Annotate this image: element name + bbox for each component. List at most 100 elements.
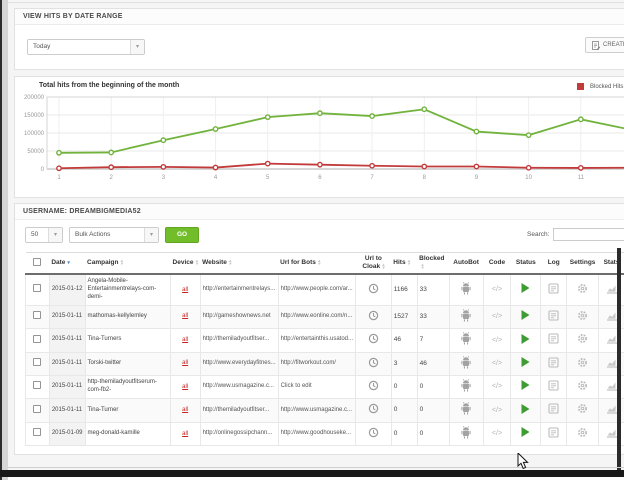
status-play-icon[interactable]: [521, 310, 530, 322]
log-icon[interactable]: [548, 333, 559, 346]
code-icon[interactable]: </>: [491, 336, 503, 344]
url-cell[interactable]: http://themiladyoutfitser...: [199, 398, 279, 423]
campaign-cell: Torski-twitter: [84, 351, 171, 376]
date-cell: 2015-01-11: [48, 398, 86, 423]
settings-icon[interactable]: [577, 427, 588, 440]
clock-icon: [368, 310, 379, 323]
column-header-date[interactable]: Date ▾: [49, 252, 86, 276]
page-size-select[interactable]: 50 ▾: [25, 227, 63, 243]
page-size-value: 50: [31, 231, 39, 238]
select-all-checkbox[interactable]: [33, 257, 42, 266]
row-checkbox[interactable]: [33, 358, 42, 367]
android-icon[interactable]: [460, 355, 472, 371]
blocked-cell: 0: [416, 421, 450, 447]
stats-icon[interactable]: [606, 285, 618, 296]
device-link[interactable]: all: [182, 336, 189, 343]
log-icon[interactable]: [548, 427, 559, 440]
svg-text:50000: 50000: [27, 149, 44, 155]
android-icon[interactable]: [460, 402, 472, 417]
stats-icon[interactable]: [606, 405, 618, 416]
url-cell[interactable]: http://www.usmagazine.c...: [199, 374, 279, 400]
campaigns-panel: USERNAME: DREAMBIGMEDIA52 50 ▾ Bulk Acti…: [14, 203, 624, 455]
status-play-icon[interactable]: [521, 380, 530, 392]
android-icon[interactable]: [460, 332, 472, 347]
stats-icon[interactable]: [606, 335, 618, 346]
row-checkbox[interactable]: [33, 404, 42, 413]
log-icon[interactable]: [548, 403, 559, 416]
url-cell[interactable]: http://www.people.com/ar...: [277, 273, 357, 306]
search-input[interactable]: [553, 228, 624, 241]
log-icon[interactable]: [548, 310, 559, 323]
row-checkbox[interactable]: [33, 334, 42, 343]
log-icon[interactable]: [548, 356, 559, 370]
device-link[interactable]: all: [182, 383, 189, 390]
stats-icon[interactable]: [606, 429, 618, 440]
device-link[interactable]: all: [182, 407, 189, 414]
create-campaign-button[interactable]: CREATE NEW CAMPAIGN: [585, 37, 624, 53]
status-play-icon[interactable]: [521, 283, 530, 295]
row-checkbox[interactable]: [33, 284, 42, 293]
page-bottom-divider: [8, 467, 624, 468]
date-range-select[interactable]: Today ▾: [27, 39, 145, 55]
android-icon[interactable]: [460, 425, 472, 441]
status-play-icon[interactable]: [521, 403, 530, 416]
url-cell[interactable]: http://entertainthis.usatod...: [277, 328, 357, 353]
column-header-website[interactable]: Website ▴ ▾: [200, 252, 279, 276]
status-play-icon[interactable]: [521, 333, 530, 346]
column-header-url-to-cloak[interactable]: Url to Cloak ▴ ▾: [355, 252, 392, 276]
status-play-icon[interactable]: [521, 427, 530, 439]
android-icon[interactable]: [460, 281, 472, 297]
column-header-code: Code: [483, 252, 511, 276]
code-icon[interactable]: </>: [491, 406, 503, 414]
log-icon[interactable]: [548, 380, 559, 393]
column-header-hits[interactable]: Hits ▴ ▾: [391, 252, 418, 276]
sort-icon: ▴ ▾: [228, 258, 232, 267]
sort-icon: ▴ ▾: [382, 262, 385, 271]
android-icon[interactable]: [460, 378, 472, 394]
settings-icon[interactable]: [577, 381, 588, 393]
page: VIEW HITS BY DATE RANGE Today ▾ CREATE N…: [8, 0, 624, 470]
stats-icon[interactable]: [606, 382, 618, 393]
column-header-settings: Settings: [566, 252, 599, 276]
settings-icon[interactable]: [577, 283, 588, 296]
device-link[interactable]: all: [182, 313, 189, 320]
device-link[interactable]: all: [182, 286, 189, 293]
row-checkbox[interactable]: [33, 381, 42, 390]
code-icon[interactable]: </>: [491, 430, 503, 438]
settings-icon[interactable]: [577, 404, 588, 416]
bulk-actions-select[interactable]: Bulk Actions ▾: [69, 227, 159, 243]
url-cell[interactable]: Click to edit: [277, 374, 357, 400]
row-checkbox[interactable]: [33, 428, 42, 437]
android-icon[interactable]: [460, 308, 472, 324]
clock-icon: [368, 283, 379, 296]
stats-icon[interactable]: [606, 359, 618, 370]
settings-icon[interactable]: [577, 334, 588, 346]
column-header-blocked[interactable]: Blocked ▴ ▾: [417, 252, 450, 276]
row-checkbox[interactable]: [33, 311, 42, 320]
url-cell[interactable]: http://www.goodhouseke...: [277, 421, 357, 447]
code-icon[interactable]: </>: [491, 313, 503, 321]
device-link[interactable]: all: [182, 360, 189, 367]
url-cell[interactable]: http://www.everydayfitnes...: [199, 351, 279, 376]
url-cell[interactable]: http://onlinegossipchann...: [199, 421, 279, 447]
url-cell[interactable]: http://entertainmentrelays...: [199, 273, 279, 306]
status-play-icon[interactable]: [521, 357, 530, 369]
url-cell[interactable]: http://themiladyoutfitser...: [199, 328, 279, 353]
settings-icon[interactable]: [577, 310, 588, 323]
column-header-device[interactable]: Device ▴ ▾: [170, 252, 201, 276]
column-header-url-for-bots[interactable]: Url for Bots ▴ ▾: [278, 252, 356, 276]
url-cell[interactable]: http://www.eonline.com/n...: [277, 304, 357, 330]
url-cell[interactable]: http://gameshownews.net: [199, 304, 279, 330]
column-header-campaign[interactable]: Campaign ▴ ▾: [85, 252, 171, 276]
code-icon[interactable]: </>: [491, 286, 503, 294]
go-button[interactable]: GO: [165, 227, 199, 243]
stats-icon[interactable]: [606, 312, 618, 323]
settings-icon[interactable]: [577, 357, 588, 370]
code-icon[interactable]: </>: [491, 383, 503, 391]
log-icon[interactable]: [548, 283, 559, 296]
url-cell[interactable]: http://www.usmagazine.c...: [277, 398, 357, 423]
url-cell[interactable]: http://fitworkout.com/: [277, 351, 357, 376]
device-link[interactable]: all: [182, 430, 189, 437]
svg-text:11: 11: [578, 175, 585, 181]
code-icon[interactable]: </>: [491, 360, 503, 368]
